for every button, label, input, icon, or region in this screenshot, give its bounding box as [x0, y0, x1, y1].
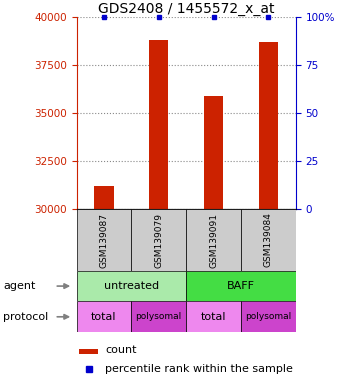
Text: polysomal: polysomal — [136, 312, 182, 321]
Text: percentile rank within the sample: percentile rank within the sample — [105, 364, 293, 374]
Bar — [186, 301, 241, 332]
Text: total: total — [201, 312, 226, 322]
Text: polysomal: polysomal — [245, 312, 291, 321]
Text: count: count — [105, 345, 136, 355]
Bar — [76, 301, 131, 332]
Bar — [131, 301, 186, 332]
Text: GSM139084: GSM139084 — [264, 213, 273, 267]
Bar — [241, 209, 296, 271]
Bar — [79, 349, 99, 354]
Bar — [131, 209, 186, 271]
Bar — [204, 96, 223, 209]
Bar — [76, 209, 131, 271]
Text: untreated: untreated — [104, 281, 159, 291]
Bar — [149, 40, 168, 209]
Text: protocol: protocol — [3, 312, 49, 322]
Text: agent: agent — [3, 281, 36, 291]
Text: total: total — [91, 312, 117, 322]
Text: GSM139079: GSM139079 — [154, 212, 163, 268]
Bar — [259, 42, 278, 209]
Bar — [186, 209, 241, 271]
Text: BAFF: BAFF — [227, 281, 255, 291]
Bar — [94, 186, 114, 209]
Bar — [186, 271, 296, 301]
Text: GSM139087: GSM139087 — [99, 212, 108, 268]
Bar — [241, 301, 296, 332]
Title: GDS2408 / 1455572_x_at: GDS2408 / 1455572_x_at — [98, 2, 274, 16]
Bar — [76, 271, 186, 301]
Text: GSM139091: GSM139091 — [209, 212, 218, 268]
